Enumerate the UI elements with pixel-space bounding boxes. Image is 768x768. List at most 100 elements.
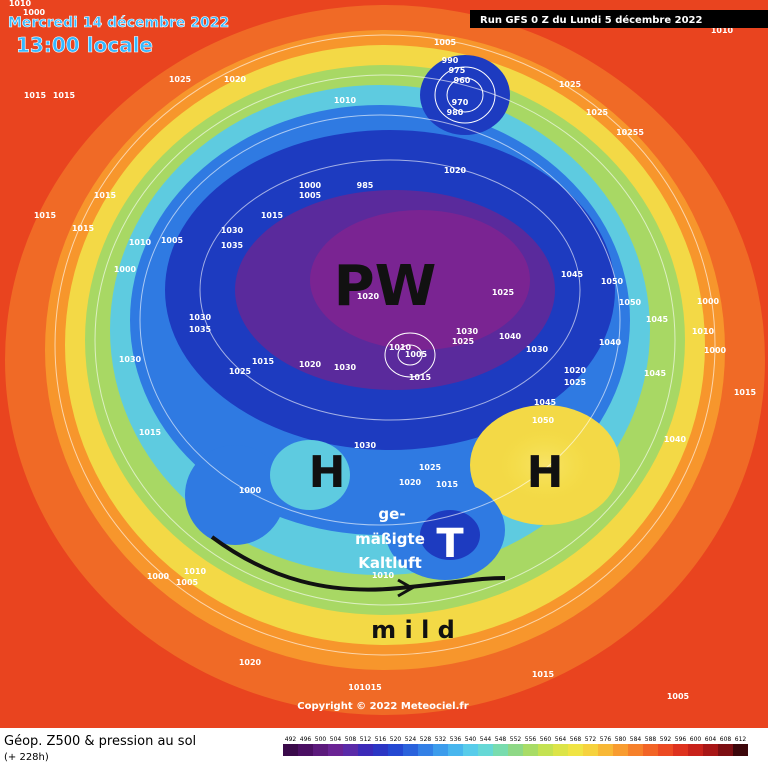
scale-label: 568 bbox=[570, 736, 582, 743]
scale-label: 572 bbox=[585, 736, 597, 743]
scale-label: 528 bbox=[420, 736, 432, 743]
pressure-label: 1030 bbox=[456, 327, 479, 336]
scale-label: 524 bbox=[405, 736, 417, 743]
pressure-label: 960 bbox=[454, 76, 471, 85]
run-info: Run GFS 0 Z du Lundi 5 décembre 2022 bbox=[480, 14, 702, 26]
annotation: T bbox=[436, 521, 464, 567]
pressure-label: 1000 bbox=[697, 297, 720, 306]
pressure-label: 1010 bbox=[372, 571, 395, 580]
pressure-label: 1025 bbox=[492, 288, 515, 297]
run-box bbox=[470, 10, 768, 28]
scale-swatch bbox=[568, 744, 583, 756]
pressure-label: 1005 bbox=[434, 38, 457, 47]
pressure-label: 1000 bbox=[239, 486, 262, 495]
scale-swatch bbox=[733, 744, 748, 756]
scale-label: 516 bbox=[375, 736, 387, 743]
pressure-label: 1015 bbox=[734, 388, 757, 397]
scale-swatch bbox=[703, 744, 718, 756]
pressure-label: 1000 bbox=[299, 181, 322, 190]
pressure-label: 1050 bbox=[601, 277, 624, 286]
pressure-label: 1035 bbox=[221, 241, 244, 250]
pressure-label: 1045 bbox=[561, 270, 584, 279]
scale-label: 508 bbox=[345, 736, 357, 743]
pressure-label: 1020 bbox=[239, 658, 262, 667]
scale-label: 544 bbox=[480, 736, 492, 743]
footer-lead: (+ 228h) bbox=[4, 752, 49, 763]
pressure-label: 1025 bbox=[564, 378, 587, 387]
pressure-label: 1015 bbox=[409, 373, 432, 382]
scale-label: 536 bbox=[450, 736, 462, 743]
scale-label: 592 bbox=[660, 736, 672, 743]
pressure-label: 1020 bbox=[399, 478, 422, 487]
scale-label: 608 bbox=[720, 736, 732, 743]
pressure-label: 1040 bbox=[599, 338, 622, 347]
pressure-label: 1000 bbox=[147, 572, 170, 581]
scale-swatch bbox=[343, 744, 358, 756]
pressure-label: 1015 bbox=[72, 224, 95, 233]
pressure-label: 1050 bbox=[619, 298, 642, 307]
scale-label: 600 bbox=[690, 736, 702, 743]
pressure-label: 1020 bbox=[224, 75, 247, 84]
scale-swatch bbox=[418, 744, 433, 756]
pressure-label: 1005 bbox=[667, 692, 690, 701]
pressure-label: 1030 bbox=[334, 363, 357, 372]
scale-label: 580 bbox=[615, 736, 627, 743]
copyright: Copyright © 2022 Meteociel.fr bbox=[297, 701, 468, 712]
pressure-label: 1030 bbox=[526, 345, 549, 354]
scale-swatch bbox=[298, 744, 313, 756]
pressure-label: 1025 bbox=[559, 80, 582, 89]
scale-swatch bbox=[313, 744, 328, 756]
scale-label: 552 bbox=[510, 736, 522, 743]
scale-swatch bbox=[598, 744, 613, 756]
scale-swatch bbox=[658, 744, 673, 756]
scale-swatch bbox=[523, 744, 538, 756]
annotation: H bbox=[527, 447, 564, 498]
pressure-label: 1005 bbox=[161, 236, 184, 245]
pressure-label: 1000 bbox=[114, 265, 137, 274]
date: Mercredi 14 décembre 2022 bbox=[8, 15, 229, 31]
scale-swatch bbox=[583, 744, 598, 756]
pressure-label: 1015 bbox=[139, 428, 162, 437]
scale-swatch bbox=[328, 744, 343, 756]
pressure-label: 1010 bbox=[389, 343, 412, 352]
scale-label: 548 bbox=[495, 736, 507, 743]
pressure-label: 1030 bbox=[119, 355, 142, 364]
scale-label: 532 bbox=[435, 736, 447, 743]
footer-title: Géop. Z500 & pression au sol bbox=[4, 734, 196, 749]
pressure-label: 1005 bbox=[176, 578, 199, 587]
pressure-label: 1015 bbox=[261, 211, 284, 220]
pressure-label: 1020 bbox=[357, 292, 380, 301]
scale-swatch bbox=[493, 744, 508, 756]
pressure-label: 1040 bbox=[499, 332, 522, 341]
pressure-label: 10255 bbox=[616, 128, 644, 137]
scale-swatch bbox=[553, 744, 568, 756]
scale-swatch bbox=[643, 744, 658, 756]
annotation: ge- bbox=[378, 505, 405, 523]
pressure-label: 980 bbox=[447, 108, 464, 117]
scale-label: 492 bbox=[285, 736, 297, 743]
scale-label: 596 bbox=[675, 736, 687, 743]
scale-label: 520 bbox=[390, 736, 402, 743]
pressure-label: 1030 bbox=[189, 313, 212, 322]
pressure-label: 1010 bbox=[9, 0, 32, 8]
scale-swatch bbox=[433, 744, 448, 756]
scale-swatch bbox=[718, 744, 733, 756]
pressure-label: 1015 bbox=[24, 91, 47, 100]
scale-swatch bbox=[688, 744, 703, 756]
scale-label: 584 bbox=[630, 736, 642, 743]
scale-swatch bbox=[388, 744, 403, 756]
scale-label: 504 bbox=[330, 736, 342, 743]
scale-swatch bbox=[463, 744, 478, 756]
map-field bbox=[0, 0, 768, 728]
pressure-label: 1025 bbox=[419, 463, 442, 472]
scale-swatch bbox=[373, 744, 388, 756]
pressure-label: 1025 bbox=[169, 75, 192, 84]
scale-label: 588 bbox=[645, 736, 657, 743]
annotation: mäßigte bbox=[355, 530, 425, 548]
pressure-label: 990 bbox=[442, 56, 459, 65]
pressure-label: 985 bbox=[357, 181, 374, 190]
color-scale: 492 496 500 504 508 512 516 520 524 528 532 536 540 5… bbox=[283, 736, 748, 756]
pressure-label: 1045 bbox=[534, 398, 557, 407]
pressure-label: 1015 bbox=[436, 480, 459, 489]
